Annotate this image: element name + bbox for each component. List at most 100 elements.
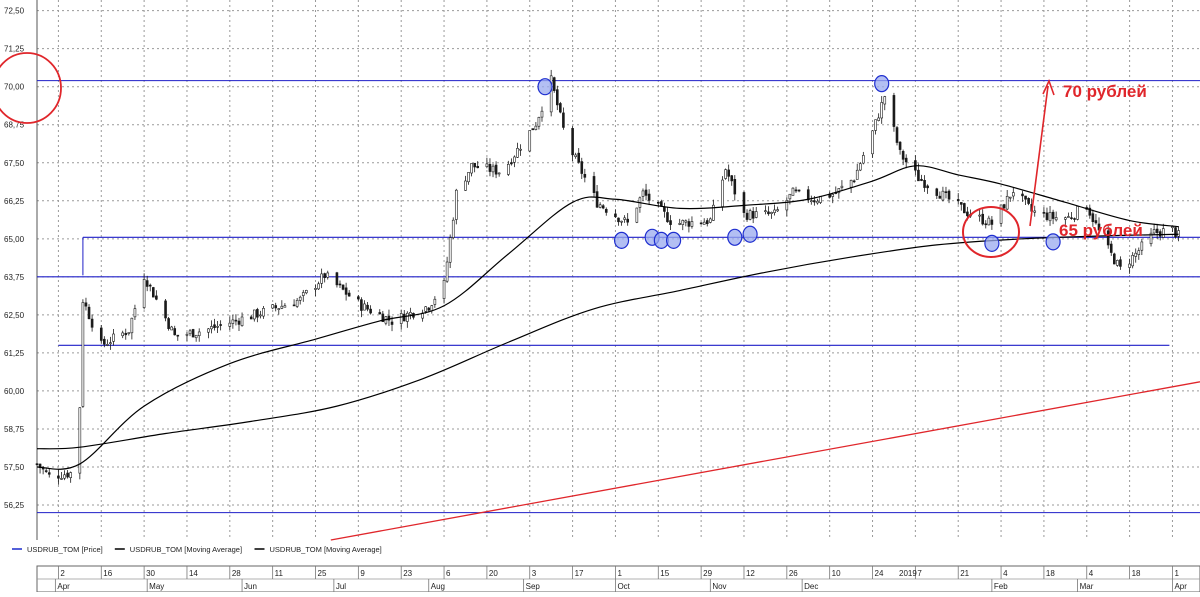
candle-body — [1113, 253, 1116, 265]
candle-body — [197, 331, 201, 336]
candle-body — [148, 284, 152, 287]
candle-body — [476, 165, 480, 169]
x-tick-label: 1 — [617, 569, 622, 578]
candle-body — [1048, 212, 1052, 222]
candle-body — [424, 306, 427, 312]
candle-body — [194, 334, 198, 339]
candle-body — [1091, 213, 1095, 223]
candle-body — [1067, 216, 1070, 218]
candle-body — [788, 193, 792, 200]
candle-body — [262, 308, 265, 317]
candle-body — [314, 288, 317, 290]
candle-body — [1070, 217, 1073, 219]
candle-body — [690, 221, 694, 227]
touch-marker — [537, 78, 553, 96]
candle-body — [240, 316, 244, 326]
candle-body — [1174, 227, 1177, 238]
candle-body — [409, 312, 412, 315]
touch-marker — [727, 228, 743, 246]
candle-body — [1073, 218, 1076, 220]
candle-body — [531, 128, 535, 131]
candle-body — [797, 189, 801, 192]
candle-body — [491, 165, 495, 173]
candle-body — [510, 162, 513, 165]
candle-body — [1045, 212, 1049, 220]
candle-body — [1177, 230, 1180, 237]
candle-body — [152, 287, 155, 298]
x-tick-label: 28 — [232, 569, 241, 578]
candle-body — [127, 332, 131, 334]
x-month-label: May — [149, 582, 164, 591]
highlight-circle-70 — [0, 52, 62, 124]
candle-body — [794, 189, 798, 192]
candle-body — [335, 272, 339, 286]
candle-body — [360, 299, 363, 311]
candle-body — [883, 96, 887, 105]
candle-body — [516, 148, 519, 158]
candle-body — [249, 316, 253, 320]
candle-body — [904, 157, 908, 163]
candle-body — [519, 148, 522, 151]
candle-body — [44, 470, 48, 472]
candle-body — [298, 296, 302, 301]
candle-body — [724, 169, 727, 179]
candle-body — [852, 180, 856, 183]
legend: USDRUB_TOM [Price] USDRUB_TOM [Moving Ave… — [12, 545, 382, 554]
candle-body — [666, 212, 669, 223]
candle-body — [451, 219, 455, 238]
candle-body — [121, 332, 124, 337]
touch-markers — [537, 75, 1061, 252]
candle-body — [813, 200, 816, 203]
candle-body — [366, 304, 369, 310]
candle-body — [256, 309, 259, 318]
y-tick-label: 65,00 — [4, 235, 25, 244]
candle-body — [84, 302, 88, 307]
candle-body — [448, 237, 452, 263]
candle-body — [687, 221, 691, 227]
candle-body — [317, 283, 320, 290]
x-month-label: Feb — [994, 582, 1008, 591]
candle-body — [574, 154, 577, 157]
candle-body — [99, 327, 103, 341]
candle-body — [751, 211, 755, 219]
candle-body — [1171, 226, 1174, 229]
candle-body — [959, 202, 963, 205]
target-arrow — [1029, 85, 1049, 227]
candle-body — [381, 313, 385, 323]
candle-body — [427, 307, 431, 311]
x-month-label: Jul — [336, 582, 346, 591]
candle-body — [485, 163, 489, 167]
x-tick-label: 15 — [660, 569, 669, 578]
candle-body — [1042, 212, 1046, 214]
candle-body — [1008, 196, 1012, 199]
x-axis: 2 16 30 14 28 11 25 9 23 6 20 3 17 1 15 29 12 26 10 24 7 21 4 1… — [36, 565, 1200, 593]
candle-body — [644, 189, 648, 196]
candle-body — [1024, 195, 1027, 200]
candle-body — [1116, 260, 1119, 266]
candle-body — [678, 223, 682, 225]
candle-body — [185, 333, 189, 336]
candle-body — [1131, 255, 1134, 267]
legend-label: USDRUB_TOM [Moving Average] — [270, 545, 382, 554]
candle-body — [363, 303, 366, 311]
candle-body — [620, 220, 623, 223]
candle-body — [963, 203, 966, 214]
candle-body — [831, 194, 835, 197]
candle-body — [433, 298, 437, 305]
candle-body — [669, 220, 672, 225]
candle-body — [507, 164, 510, 175]
candle-body — [390, 321, 394, 325]
y-tick-label: 61,25 — [4, 349, 25, 358]
x-tick-label: 1 — [1174, 569, 1179, 578]
candle-body — [984, 223, 988, 226]
candle-body — [806, 189, 810, 201]
candle-body — [730, 175, 734, 182]
x-month-label: Nov — [712, 582, 726, 591]
candle-body — [528, 130, 532, 152]
x-tick-label: 11 — [275, 569, 284, 578]
candle-body — [1149, 232, 1153, 245]
candle-body — [699, 222, 703, 225]
y-tick-label: 62,50 — [4, 311, 25, 320]
